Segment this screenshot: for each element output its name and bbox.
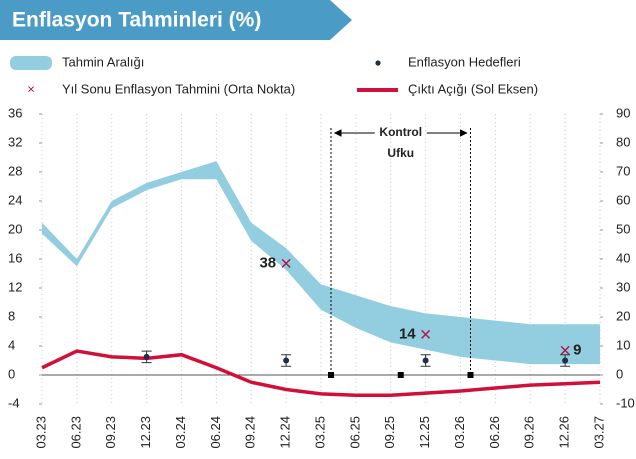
legend-label: Yıl Sonu Enflasyon Tahmini (Orta Nokta) bbox=[62, 81, 295, 96]
y-tick-label: 16 bbox=[8, 250, 22, 265]
y2-tick-label: 90 bbox=[616, 105, 630, 120]
x-tick-label: 12.25 bbox=[417, 416, 432, 449]
y-tick-label: 24 bbox=[8, 192, 22, 207]
x-tick-label: 12.24 bbox=[278, 416, 293, 449]
y2-tick-label: 80 bbox=[616, 134, 630, 149]
forecast-point bbox=[421, 329, 431, 339]
annotation: 38 bbox=[259, 254, 276, 271]
x-tick-label: 09.24 bbox=[243, 416, 258, 449]
x-tick-label: 03.27 bbox=[591, 416, 606, 449]
y2-tick-label: -10 bbox=[616, 395, 635, 410]
x-tick-label: 03.24 bbox=[173, 416, 188, 449]
target-point bbox=[422, 357, 429, 364]
annotation: Kontrol bbox=[379, 125, 422, 139]
x-tick-label: 06.24 bbox=[208, 416, 223, 449]
annotation: Ufku bbox=[387, 146, 414, 160]
x-tick-label: 06.25 bbox=[347, 416, 362, 449]
x-tick-label: 12.26 bbox=[557, 416, 572, 449]
x-tick-label: 09.25 bbox=[382, 416, 397, 449]
legend-label: Enflasyon Hedefleri bbox=[408, 54, 521, 69]
marker bbox=[397, 372, 404, 378]
target-point bbox=[143, 353, 150, 360]
y-tick-label: 12 bbox=[8, 279, 22, 294]
target-point bbox=[283, 357, 290, 364]
legend-swatch bbox=[10, 56, 52, 70]
annotation: 14 bbox=[399, 325, 416, 342]
x-tick-label: 03.23 bbox=[33, 416, 48, 449]
x-tick-label: 09.26 bbox=[522, 416, 537, 449]
chart-title: Enflasyon Tahminleri (%) bbox=[12, 9, 261, 32]
target-point bbox=[562, 357, 569, 364]
y-tick-label: 32 bbox=[8, 134, 22, 149]
y-tick-label: 20 bbox=[8, 221, 22, 236]
forecast-point bbox=[281, 258, 291, 268]
marker bbox=[328, 372, 334, 378]
x-tick-label: 09.23 bbox=[103, 416, 118, 449]
title-banner bbox=[0, 0, 352, 40]
y-tick-label: -4 bbox=[8, 395, 20, 410]
forecast-band bbox=[42, 161, 600, 365]
y-tick-label: 0 bbox=[8, 366, 15, 381]
y-tick-label: 8 bbox=[8, 308, 15, 323]
y2-tick-label: 20 bbox=[616, 308, 630, 323]
y2-tick-label: 0 bbox=[616, 366, 623, 381]
legend-swatch bbox=[375, 60, 381, 66]
y2-tick-label: 10 bbox=[616, 337, 630, 352]
y2-tick-label: 60 bbox=[616, 192, 630, 207]
y2-tick-label: 70 bbox=[616, 163, 630, 178]
x-tick-label: 12.23 bbox=[138, 416, 153, 449]
arrow bbox=[333, 129, 468, 137]
forecast-point bbox=[560, 345, 570, 355]
legend-label: Çıktı Açığı (Sol Eksen) bbox=[408, 81, 538, 96]
y-tick-label: 36 bbox=[8, 105, 22, 120]
legend-label: Tahmin Aralığı bbox=[62, 54, 144, 69]
output-gap-line bbox=[41, 349, 601, 398]
legend-swatch: × bbox=[27, 81, 35, 96]
x-tick-label: 03.25 bbox=[312, 416, 327, 449]
x-tick-label: 06.26 bbox=[487, 416, 502, 449]
x-tick-label: 06.23 bbox=[68, 416, 83, 449]
y2-tick-label: 40 bbox=[616, 250, 630, 265]
annotation: 9 bbox=[573, 341, 581, 358]
y-tick-label: 4 bbox=[8, 337, 15, 352]
x-tick-label: 03.26 bbox=[452, 416, 467, 449]
y2-tick-label: 30 bbox=[616, 279, 630, 294]
y-tick-label: 28 bbox=[8, 163, 22, 178]
y2-tick-label: 50 bbox=[616, 221, 630, 236]
marker bbox=[467, 372, 474, 378]
